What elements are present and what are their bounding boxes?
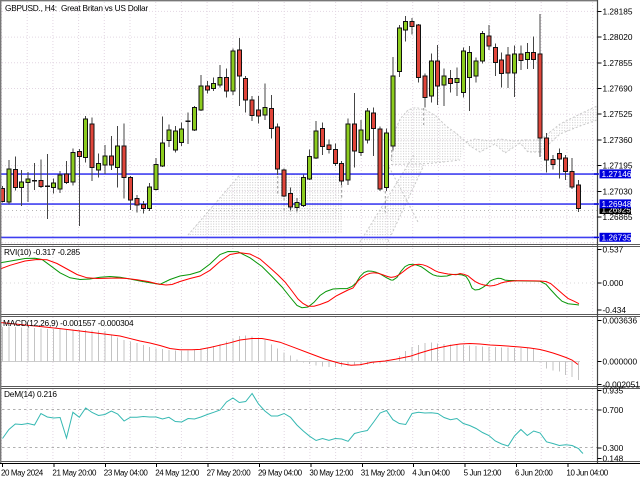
svg-text:DeM(14) 0.216: DeM(14) 0.216	[4, 389, 57, 399]
svg-text:23 May 04:00: 23 May 04:00	[104, 469, 149, 478]
svg-text:1.28185: 1.28185	[603, 6, 633, 16]
svg-text:1.27690: 1.27690	[603, 84, 633, 94]
svg-text:1.26865: 1.26865	[603, 212, 633, 222]
svg-text:1.27360: 1.27360	[603, 135, 633, 145]
svg-text:4 Jun 04:00: 4 Jun 04:00	[412, 469, 450, 478]
svg-text:0.700: 0.700	[603, 405, 624, 415]
svg-text:-0.002051: -0.002051	[603, 380, 640, 390]
svg-text:31 May 20:00: 31 May 20:00	[361, 469, 406, 478]
svg-text:0.935: 0.935	[603, 386, 624, 396]
svg-text:1.27525: 1.27525	[603, 109, 633, 119]
svg-text:GBPUSD., H4: Great Britan vs: GBPUSD., H4: Great Britan vs US Dollar	[5, 3, 148, 13]
svg-text:30 May 12:00: 30 May 12:00	[309, 469, 354, 478]
svg-text:21 May 20:00: 21 May 20:00	[52, 469, 97, 478]
svg-text:1.28020: 1.28020	[603, 32, 633, 42]
svg-text:1.27195: 1.27195	[603, 161, 633, 171]
svg-text:MACD(12,26,9) -0.001557 -0.000: MACD(12,26,9) -0.001557 -0.000304	[3, 318, 134, 328]
svg-text:10 Jun 04:00: 10 Jun 04:00	[566, 469, 608, 478]
svg-text:6 Jun 20:00: 6 Jun 20:00	[515, 469, 553, 478]
svg-text:1.27855: 1.27855	[603, 58, 633, 68]
svg-text:1.26735: 1.26735	[602, 232, 632, 242]
svg-text:0.003636: 0.003636	[603, 316, 638, 326]
svg-text:1.27030: 1.27030	[603, 186, 633, 196]
svg-text:29 May 04:00: 29 May 04:00	[258, 469, 303, 478]
svg-text:0.148: 0.148	[603, 454, 624, 464]
svg-text:5 Jun 12:00: 5 Jun 12:00	[464, 469, 502, 478]
svg-text:27 May 20:00: 27 May 20:00	[207, 469, 252, 478]
svg-text:1.27146: 1.27146	[602, 169, 632, 179]
svg-text:1.26948: 1.26948	[602, 199, 632, 209]
svg-text:20 May 2024: 20 May 2024	[1, 469, 44, 478]
svg-text:RVI(10) -0.317 -0.285: RVI(10) -0.317 -0.285	[4, 247, 80, 257]
svg-text:0.000: 0.000	[603, 278, 624, 288]
svg-text:-0.434: -0.434	[603, 305, 627, 315]
svg-text:0.000000: 0.000000	[603, 357, 638, 367]
svg-text:0.537: 0.537	[603, 245, 624, 255]
svg-text:24 May 12:00: 24 May 12:00	[155, 469, 200, 478]
svg-text:0.300: 0.300	[603, 443, 624, 453]
svg-text:1.26925: 1.26925	[602, 205, 632, 214]
